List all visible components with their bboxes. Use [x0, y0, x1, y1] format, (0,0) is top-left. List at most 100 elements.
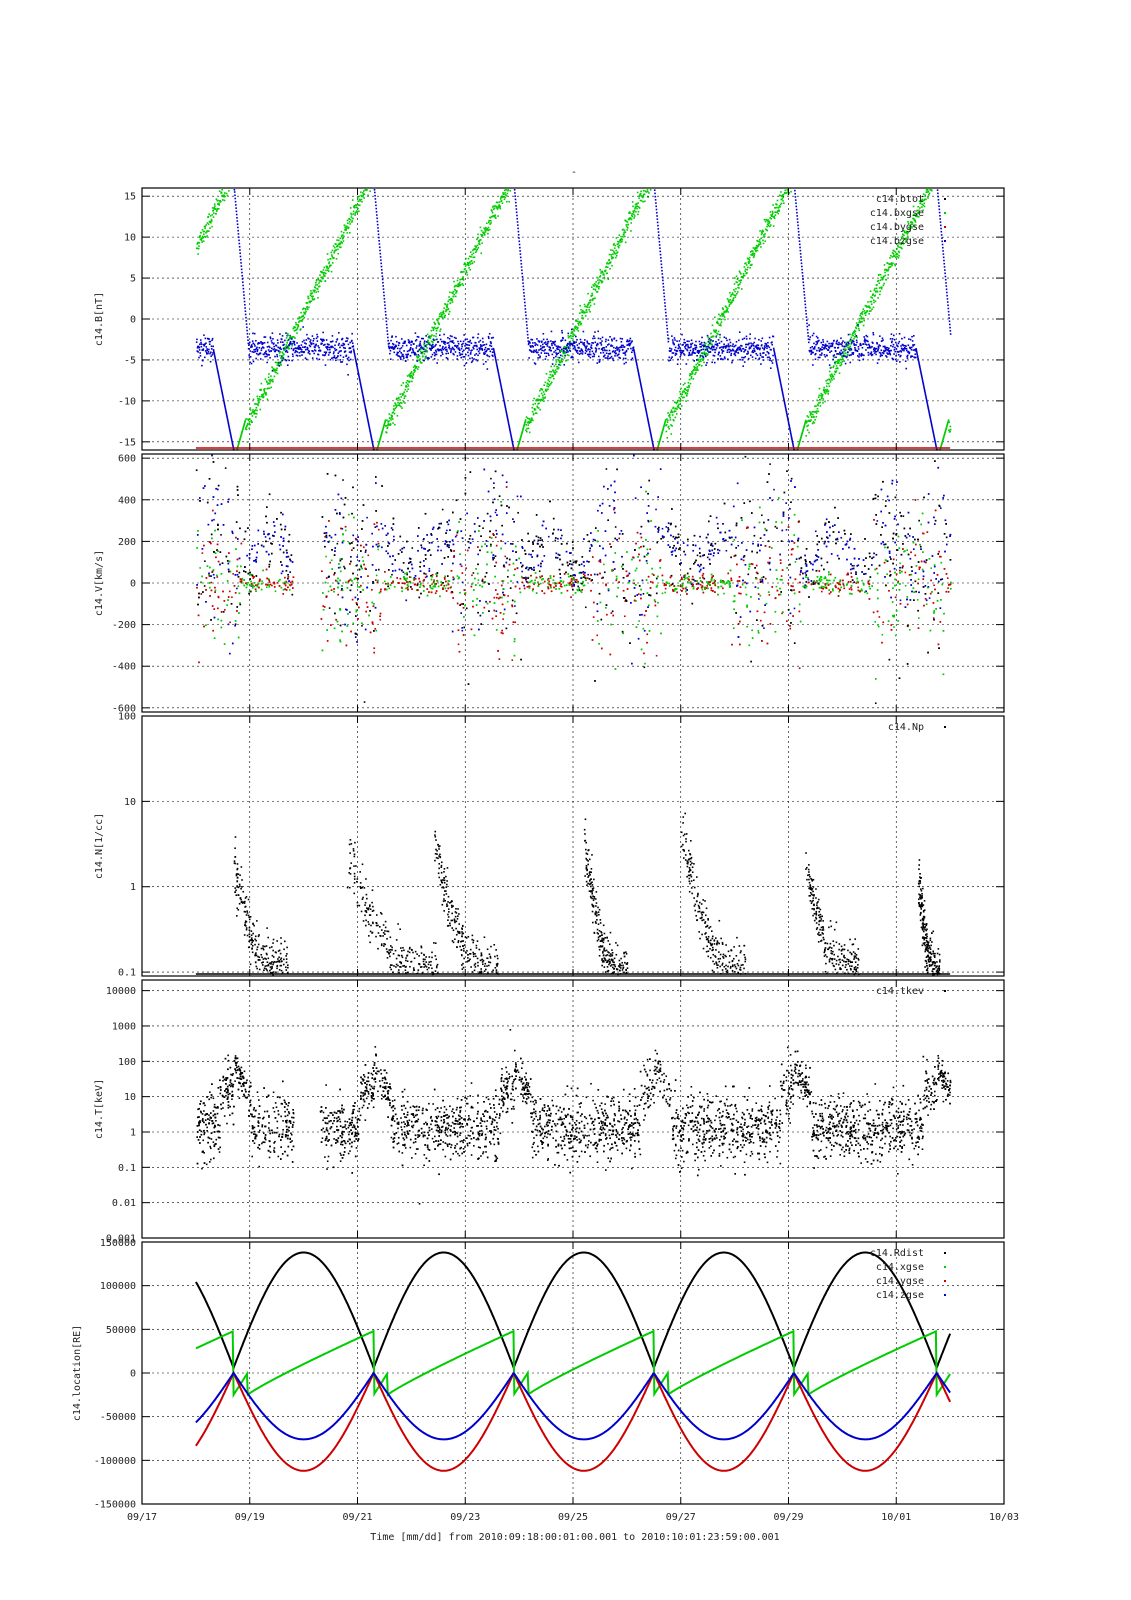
point-bzgse	[690, 346, 692, 348]
point-bxgse	[810, 413, 813, 415]
point-bzgse	[254, 348, 257, 351]
point-bzgse	[722, 345, 725, 348]
point-bzgse	[598, 360, 601, 363]
point-bzgse	[449, 351, 452, 354]
point-bzgse	[379, 256, 382, 258]
point-bxgse	[907, 222, 910, 225]
point-bzgse	[347, 373, 349, 376]
point-bxgse	[704, 342, 707, 345]
point-bzgse	[521, 275, 524, 278]
point-bzgse	[649, 431, 652, 433]
point-bxgse	[555, 370, 558, 373]
point-bzgse	[411, 351, 413, 354]
point-bzgse	[201, 349, 203, 351]
point-bxgse	[944, 430, 947, 433]
point-bzgse	[767, 341, 769, 344]
point-bxgse	[728, 305, 731, 308]
point-bxgse	[461, 278, 464, 281]
point-bzgse	[451, 341, 454, 344]
point-bxgse	[703, 352, 706, 355]
point-bzgse	[663, 295, 666, 298]
point-bxgse	[603, 277, 606, 280]
point-bxgse	[525, 423, 528, 426]
point-bzgse	[381, 272, 383, 274]
point-bxgse	[872, 299, 875, 301]
point-bzgse	[335, 349, 338, 351]
point-bxgse	[683, 396, 685, 399]
point-bzgse	[316, 333, 318, 336]
point-bxgse	[306, 306, 308, 309]
point-bxgse	[605, 265, 608, 268]
point-bzgse	[780, 383, 782, 386]
point-bzgse	[700, 346, 702, 348]
point-bzgse	[942, 246, 944, 249]
point-bzgse	[282, 347, 285, 350]
point-bzgse	[858, 356, 860, 358]
point-bxgse	[438, 315, 441, 318]
point-bzgse	[311, 335, 314, 337]
point-bxgse	[524, 421, 526, 423]
point-bzgse	[536, 344, 539, 346]
point-bxgse	[802, 427, 805, 430]
point-bzgse	[690, 344, 693, 346]
point-bxgse	[444, 303, 447, 306]
point-bxgse	[285, 346, 287, 348]
point-bzgse	[307, 337, 309, 340]
point-bzgse	[444, 349, 447, 351]
point-bzgse	[839, 351, 841, 354]
point-bzgse	[346, 357, 349, 360]
point-bzgse	[282, 344, 284, 346]
point-bzgse	[789, 432, 792, 435]
point-bzgse	[694, 346, 697, 349]
point-bxgse	[412, 374, 415, 376]
point-bzgse	[380, 259, 382, 261]
point-bzgse	[267, 353, 270, 356]
point-bzgse	[767, 352, 770, 355]
point-bzgse	[339, 359, 342, 361]
point-bxgse	[318, 285, 320, 288]
point-bxgse	[264, 392, 266, 395]
point-bxgse	[239, 438, 241, 441]
point-bzgse	[822, 344, 825, 346]
point-bxgse	[616, 251, 619, 254]
point-bxgse	[890, 263, 893, 266]
point-bzgse	[910, 346, 913, 349]
point-bxgse	[358, 198, 361, 201]
point-bxgse	[869, 290, 872, 292]
point-bxgse	[280, 357, 283, 360]
point-bxgse	[797, 445, 800, 448]
point-bzgse	[680, 351, 683, 354]
point-bxgse	[248, 423, 250, 426]
point-bzgse	[554, 344, 556, 346]
point-bzgse	[640, 384, 642, 387]
point-bzgse	[596, 342, 599, 345]
point-bzgse	[616, 349, 618, 351]
point-bxgse	[592, 284, 595, 286]
point-bxgse	[454, 295, 457, 298]
point-bzgse	[260, 347, 263, 350]
point-bzgse	[203, 344, 206, 347]
point-bxgse	[274, 361, 277, 364]
point-bxgse	[799, 439, 801, 442]
point-bzgse	[640, 387, 643, 390]
point-bxgse	[632, 205, 634, 208]
point-bzgse	[433, 358, 436, 360]
point-bzgse	[464, 342, 467, 345]
point-bxgse	[752, 247, 755, 249]
point-bzgse	[943, 262, 946, 265]
point-bxgse	[595, 281, 597, 283]
point-bzgse	[292, 355, 294, 358]
point-bzgse	[423, 359, 425, 362]
point-bzgse	[934, 442, 937, 445]
point-bzgse	[311, 342, 313, 345]
point-bzgse	[722, 358, 724, 361]
point-bzgse	[693, 347, 695, 350]
point-bzgse	[852, 353, 854, 355]
point-bzgse	[562, 347, 565, 350]
point-bxgse	[728, 303, 731, 306]
point-bxgse	[822, 389, 825, 392]
point-bzgse	[656, 218, 659, 220]
point-bzgse	[497, 371, 500, 374]
point-bzgse	[681, 344, 684, 346]
point-bzgse	[622, 352, 625, 354]
